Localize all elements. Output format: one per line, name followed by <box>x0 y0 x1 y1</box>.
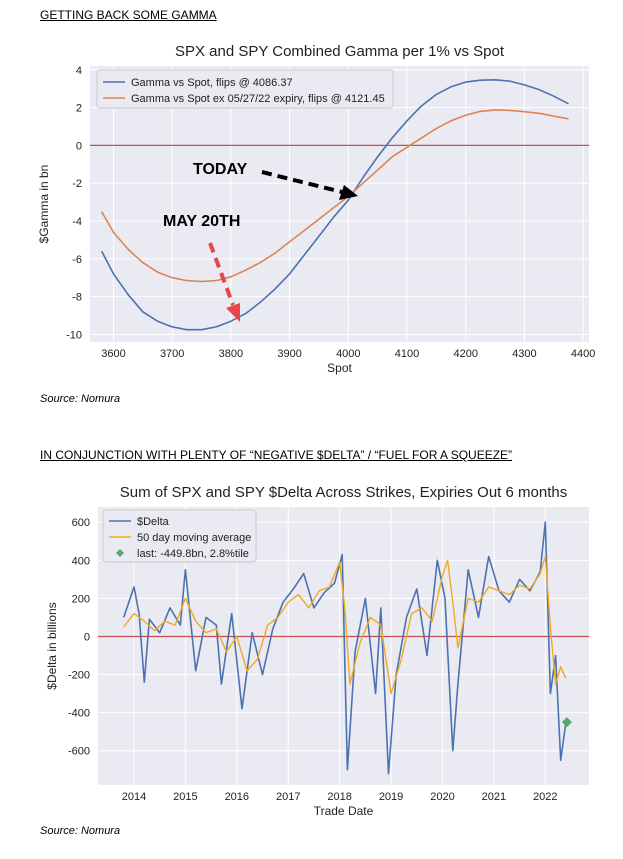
gamma-chart: 3600 3700 3800 3900 4000 4100 4200 4300 4400 -10 -… <box>37 43 595 375</box>
x-tick-label: 4200 <box>453 348 477 360</box>
x-tick-label: 3700 <box>160 348 184 360</box>
x-tick-label: 2015 <box>173 791 197 803</box>
series-line-1 <box>122 521 567 775</box>
last-value-marker <box>561 717 572 728</box>
y-tick-label: 600 <box>72 517 90 529</box>
x-tick-label: 2014 <box>122 791 146 803</box>
y-tick-label: -6 <box>72 254 82 266</box>
series-line-2 <box>123 555 567 695</box>
x-tick-label: 4300 <box>512 348 536 360</box>
legend-label: $Delta <box>137 516 170 528</box>
legend-label: Gamma vs Spot, flips @ 4086.37 <box>131 77 293 89</box>
legend-box <box>102 509 257 563</box>
x-tick-label: 3800 <box>219 348 243 360</box>
delta-chart: 2014 2015 2016 2017 2018 2019 2020 2021 2022 -600… <box>45 484 589 818</box>
section-heading-gamma: GETTING BACK SOME GAMMA <box>40 8 217 22</box>
y-tick-label: -400 <box>68 708 90 720</box>
y-tick-label: -4 <box>72 216 82 228</box>
legend-last-marker <box>116 549 124 557</box>
may-arrow-shaft <box>208 242 235 306</box>
today-arrowhead <box>339 185 358 200</box>
y-tick-label: -8 <box>72 292 82 304</box>
x-tick-label: 4100 <box>395 348 419 360</box>
y-tick-label: -10 <box>66 329 82 341</box>
annotation-may-20th: MAY 20TH <box>163 213 240 230</box>
legend-label: 50 day moving average <box>137 532 251 544</box>
y-axis-label: $Delta in billions <box>45 602 59 689</box>
y-tick-label: -600 <box>68 746 90 758</box>
source-note-delta: Source: Nomura <box>40 825 121 837</box>
y-tick-label: 400 <box>72 555 90 567</box>
today-arrow-shaft <box>261 170 343 194</box>
annotation-today: TODAY <box>193 161 248 178</box>
y-tick-label: 2 <box>76 103 82 115</box>
x-axis-label: Trade Date <box>314 804 374 818</box>
x-tick-label: 2016 <box>225 791 249 803</box>
x-tick-label: 4400 <box>571 348 595 360</box>
x-tick-label: 2020 <box>430 791 454 803</box>
y-tick-label: 0 <box>76 140 82 152</box>
chart-title: Sum of SPX and SPY $Delta Across Strikes… <box>120 484 567 501</box>
x-tick-label: 2018 <box>327 791 351 803</box>
source-note-gamma: Source: Nomura <box>40 393 121 405</box>
x-tick-label: 3900 <box>277 348 301 360</box>
chart-title: SPX and SPY Combined Gamma per 1% vs Spo… <box>175 43 505 60</box>
section-heading-delta: IN CONJUNCTION WITH PLENTY OF “NEGATIVE … <box>40 448 513 462</box>
may-arrowhead <box>226 303 240 322</box>
x-tick-label: 2019 <box>379 791 403 803</box>
x-tick-label: 4000 <box>336 348 360 360</box>
legend-label: Gamma vs Spot ex 05/27/22 expiry, flips … <box>131 93 385 105</box>
y-tick-label: 200 <box>72 593 90 605</box>
y-tick-label: -200 <box>68 670 90 682</box>
y-tick-label: -2 <box>72 178 82 190</box>
series-line-2 <box>101 109 569 283</box>
legend-label-last: last: -449.8bn, 2.8%tile <box>137 548 249 560</box>
y-axis-label: $Gamma in bn <box>37 165 51 244</box>
y-tick-label: 4 <box>76 65 82 77</box>
x-tick-label: 2022 <box>533 791 557 803</box>
x-tick-label: 2021 <box>482 791 506 803</box>
legend-box <box>96 69 394 109</box>
x-tick-label: 3600 <box>101 348 125 360</box>
y-tick-label: 0 <box>84 631 90 643</box>
x-tick-label: 2017 <box>276 791 300 803</box>
series-line-1 <box>100 78 569 331</box>
x-axis-label: Spot <box>327 361 352 375</box>
